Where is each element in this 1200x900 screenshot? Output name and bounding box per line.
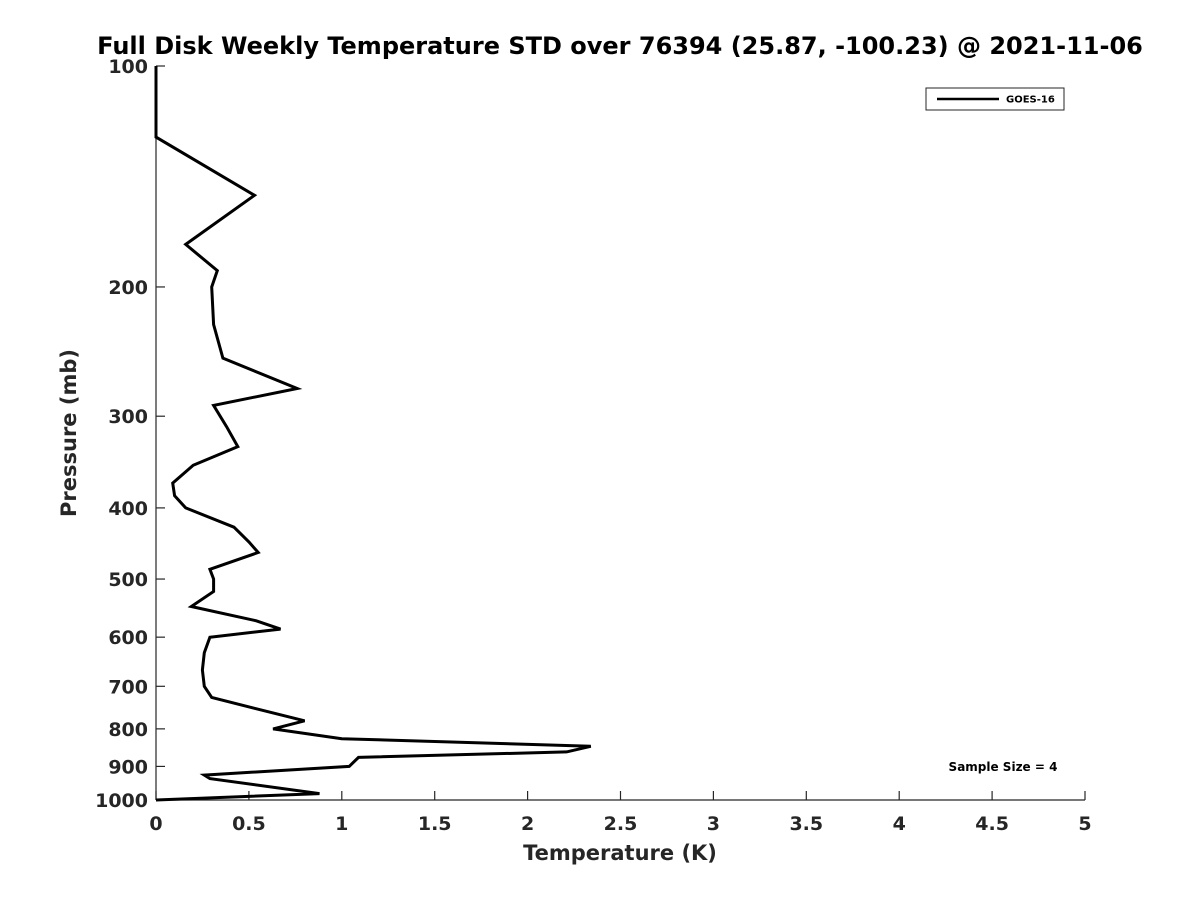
x-tick-label: 1 [335,813,348,835]
y-axis-ticks: 100 200 300 400 500 600 700 800 900 1000 [95,56,165,812]
legend-label: GOES-16 [1006,95,1055,106]
y-tick-label: 900 [108,756,148,778]
x-tick-label: 5 [1078,813,1091,835]
y-tick-label: 800 [108,719,148,741]
x-tick-label: 2.5 [604,813,638,835]
x-tick-label: 3.5 [789,813,823,835]
y-tick-label: 500 [108,569,148,591]
y-axis-label: Pressure (mb) [57,349,81,517]
series-line-goes-16 [154,66,592,802]
y-tick-label: 1000 [95,790,148,812]
plot-axes [155,66,1085,801]
x-tick-label: 2 [521,813,534,835]
y-tick-label: 200 [108,277,148,299]
legend: GOES-16 [925,87,1065,111]
x-tick-label: 0 [149,813,162,835]
y-tick-label: 100 [108,56,148,78]
x-tick-label: 1.5 [418,813,452,835]
y-tick-label: 700 [108,676,148,698]
chart-title: Full Disk Weekly Temperature STD over 76… [97,32,1143,60]
series-layer [154,66,592,802]
sample-size-annotation: Sample Size = 4 [949,760,1058,774]
x-axis-ticks: 0 0.5 1 1.5 2 2.5 3 3.5 4 4.5 5 [149,791,1092,835]
x-tick-label: 0.5 [232,813,266,835]
x-tick-label: 4.5 [975,813,1009,835]
y-tick-label: 300 [108,406,148,428]
x-tick-label: 4 [893,813,906,835]
x-tick-label: 3 [707,813,720,835]
y-tick-label: 600 [108,627,148,649]
y-tick-label: 400 [108,498,148,520]
x-axis-label: Temperature (K) [523,841,717,865]
